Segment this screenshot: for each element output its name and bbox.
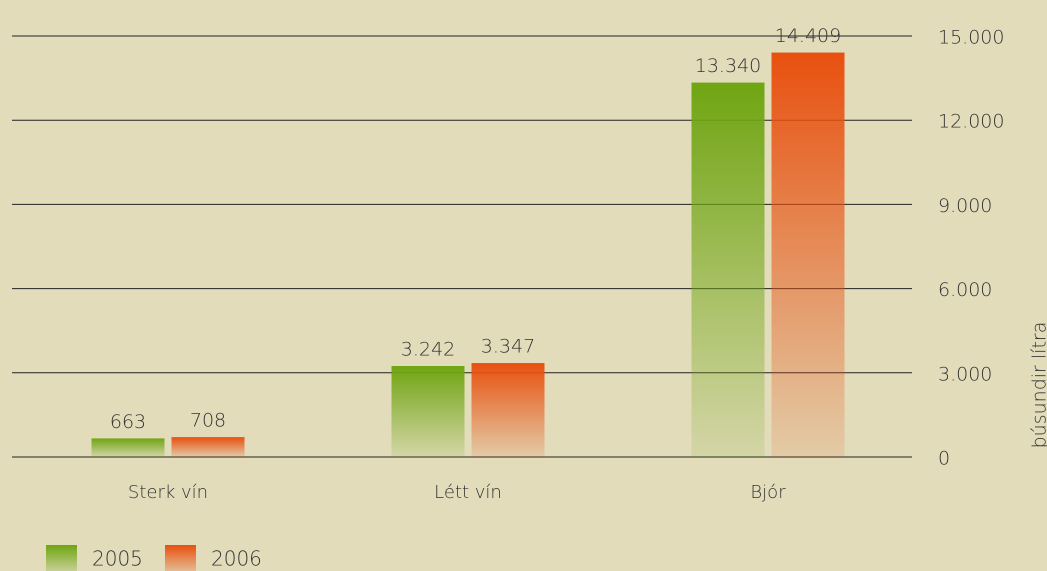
value-label: 3.347	[481, 336, 535, 358]
bar	[391, 366, 465, 457]
bar	[691, 82, 765, 457]
y-tick-label: 3.000	[938, 363, 992, 385]
bar	[171, 437, 245, 457]
legend-label: 2006	[211, 547, 262, 571]
bar	[471, 363, 545, 457]
value-label: 663	[110, 411, 146, 433]
y-axis-label: þúsundir lítra	[1029, 322, 1047, 449]
legend-swatch	[46, 545, 77, 571]
value-label: 708	[190, 410, 226, 432]
y-tick-label: 12.000	[938, 111, 1004, 133]
y-tick-label: 6.000	[938, 279, 992, 301]
bar	[771, 52, 845, 457]
x-tick-label: Sterk vín	[128, 482, 208, 503]
y-tick-label: 15.000	[938, 27, 1004, 49]
y-tick-label: 9.000	[938, 195, 992, 217]
value-label: 3.242	[401, 339, 455, 361]
value-label: 14.409	[775, 25, 841, 47]
legend-label: 2005	[92, 547, 143, 571]
bar	[91, 438, 165, 457]
x-tick-label: Bjór	[750, 482, 786, 503]
y-tick-label: 0	[938, 448, 950, 470]
value-label: 13.340	[695, 55, 761, 77]
legend-swatch	[165, 545, 196, 571]
x-tick-label: Létt vín	[434, 482, 502, 503]
